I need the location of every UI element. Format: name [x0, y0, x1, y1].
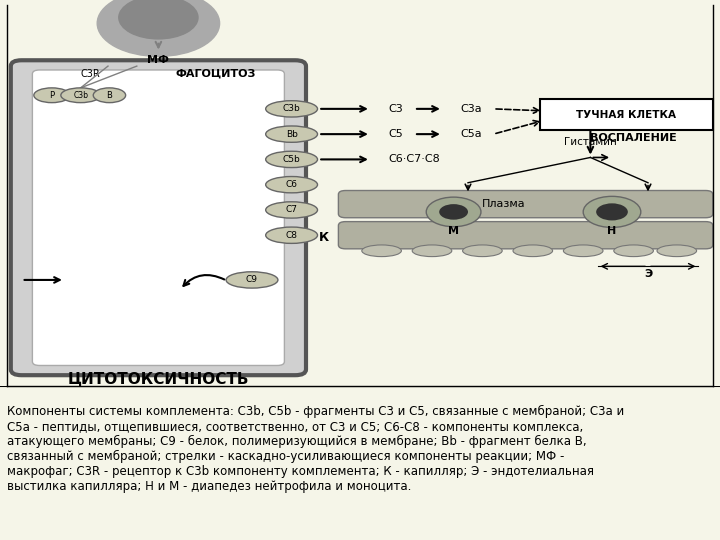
Text: C9: C9 [246, 275, 258, 285]
Circle shape [583, 197, 641, 227]
Ellipse shape [463, 245, 503, 256]
FancyBboxPatch shape [11, 60, 306, 375]
Text: С3: С3 [389, 104, 403, 114]
Ellipse shape [412, 245, 452, 256]
Ellipse shape [513, 245, 553, 256]
Ellipse shape [266, 177, 318, 193]
Text: С3а: С3а [461, 104, 482, 114]
Text: ЦИТОТОКСИЧНОСТЬ: ЦИТОТОКСИЧНОСТЬ [68, 372, 249, 387]
FancyBboxPatch shape [32, 70, 284, 366]
Text: ВОСПАЛЕНИЕ: ВОСПАЛЕНИЕ [590, 133, 677, 143]
Ellipse shape [657, 245, 697, 256]
Text: К: К [319, 231, 329, 244]
Text: М: М [448, 226, 459, 237]
Text: Н: Н [608, 226, 616, 237]
Text: ФАГОЦИТОЗ: ФАГОЦИТОЗ [176, 69, 256, 79]
Text: C3b: C3b [283, 104, 300, 113]
Text: МФ: МФ [148, 55, 169, 65]
Text: С5а: С5а [461, 129, 482, 139]
FancyBboxPatch shape [338, 191, 713, 218]
Text: P: P [49, 91, 55, 100]
Circle shape [426, 197, 481, 227]
Ellipse shape [266, 151, 318, 167]
Circle shape [596, 204, 628, 220]
Text: С3R: С3R [80, 69, 100, 79]
Text: C5b: C5b [283, 155, 300, 164]
Text: Плазма: Плазма [482, 199, 526, 209]
Ellipse shape [563, 245, 603, 256]
Text: Компоненты системы комплемента: C3b, C5b - фрагменты С3 и С5, связанные с мембра: Компоненты системы комплемента: C3b, C5b… [7, 404, 624, 493]
Text: С5: С5 [389, 129, 403, 139]
Ellipse shape [266, 227, 318, 244]
Ellipse shape [614, 245, 654, 256]
Text: B: B [107, 91, 112, 100]
Text: Bb: Bb [286, 130, 297, 139]
Ellipse shape [61, 88, 101, 103]
Ellipse shape [266, 100, 318, 117]
Text: С6·С7·С8: С6·С7·С8 [388, 154, 440, 164]
Ellipse shape [266, 202, 318, 218]
Circle shape [439, 204, 468, 220]
Text: C3b: C3b [73, 91, 88, 100]
Text: Э: Э [644, 269, 652, 279]
Text: Гистамин: Гистамин [564, 137, 617, 147]
Circle shape [97, 0, 220, 56]
Text: C6: C6 [286, 180, 297, 189]
FancyBboxPatch shape [540, 99, 713, 130]
Ellipse shape [361, 245, 402, 256]
Ellipse shape [226, 272, 278, 288]
Circle shape [119, 0, 198, 39]
Text: ТУЧНАЯ КЛЕТКА: ТУЧНАЯ КЛЕТКА [577, 110, 676, 120]
Text: C8: C8 [286, 231, 297, 240]
Text: C7: C7 [286, 205, 297, 214]
Ellipse shape [34, 88, 70, 103]
Ellipse shape [94, 88, 126, 103]
FancyBboxPatch shape [338, 221, 713, 249]
Ellipse shape [266, 126, 318, 143]
